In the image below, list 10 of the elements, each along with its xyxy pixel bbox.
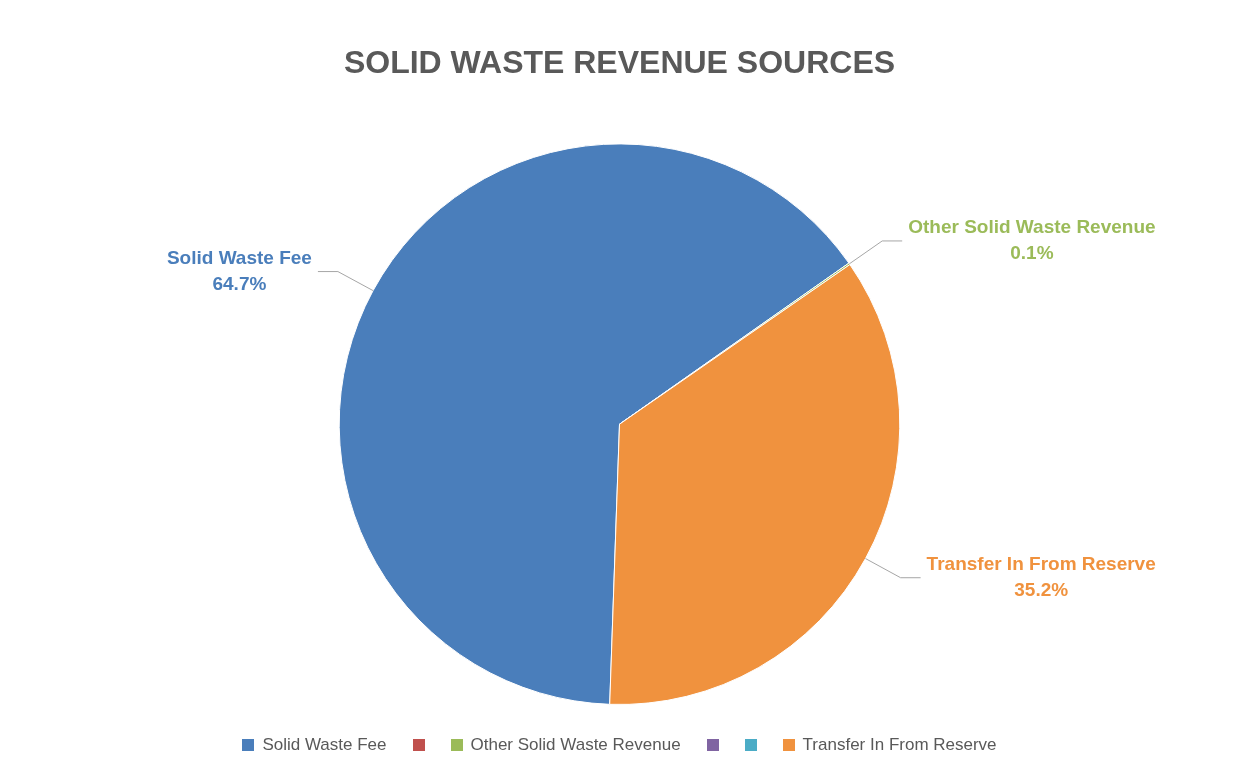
slice-label: Transfer In From Reserve [926, 552, 1156, 574]
data-label: 35.2% [1014, 578, 1069, 600]
chart-title: SOLID WASTE REVENUE SOURCES [343, 44, 896, 81]
slice-label: Solid Waste Fee [166, 246, 312, 268]
legend-label: Other Solid Waste Revenue [470, 735, 681, 755]
data-label: 64.7% [212, 272, 267, 294]
legend-label: Transfer In From Reserve [802, 735, 997, 755]
legend-label: Solid Waste Fee [262, 735, 387, 755]
slice-label: Other Solid Waste Revenue [908, 216, 1156, 238]
data-label: 0.1% [1010, 242, 1054, 264]
